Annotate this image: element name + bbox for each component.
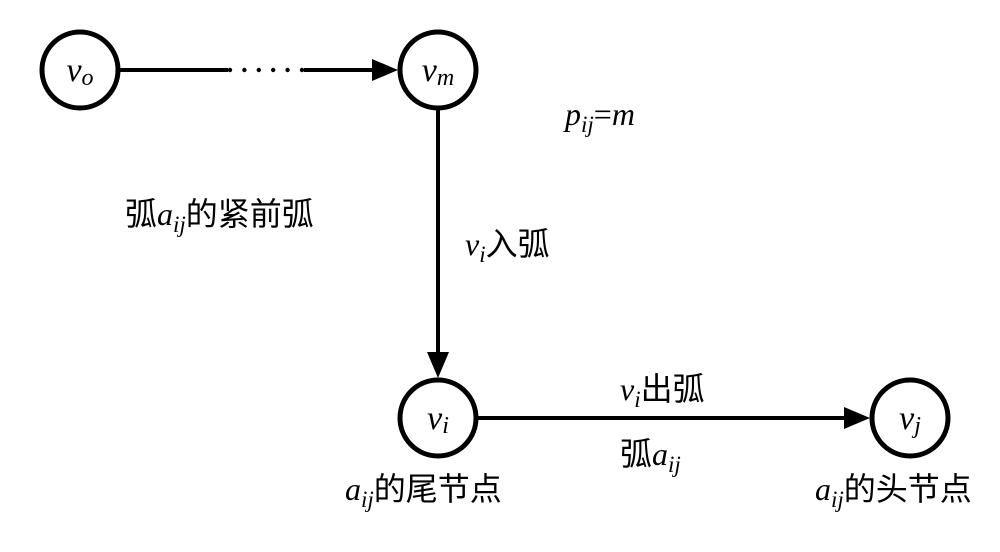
label-arc-aij: 弧aij [620, 436, 681, 477]
label-predecessor-arc: 弧aij的紧前弧 [125, 196, 314, 237]
label-vi-out-arc: vi出弧 [620, 371, 705, 412]
label-equation: pij=m [563, 96, 635, 137]
graph-diagram: vovmvivjpij=m弧aij的紧前弧vi入弧vi出弧弧aijaij的尾节点… [0, 0, 1000, 552]
label-vi-in-arc: vi入弧 [465, 226, 550, 267]
label-head-node: aij的头节点 [815, 471, 972, 512]
label-tail-node: aij的尾节点 [345, 471, 502, 512]
